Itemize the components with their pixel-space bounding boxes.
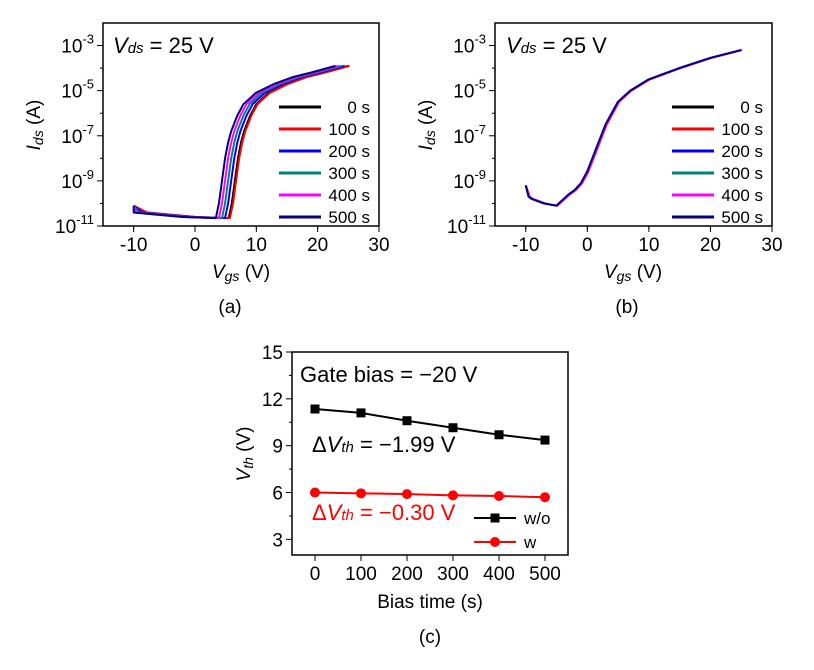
y-tick-label: 6 (272, 484, 283, 505)
y-tick-label: 12 (262, 390, 283, 411)
x-tick-label: 30 (761, 235, 782, 256)
legend-a: 0 s 100 s 200 s 300 s 400 s 500 s (279, 98, 370, 227)
x-tick-label: 10 (246, 235, 267, 256)
y-tick-label: 3 (272, 530, 283, 551)
axes-ticks-c: 0 100 200 300 400 500 3 6 9 12 15 (262, 343, 561, 585)
y-tick-label: 10-5 (453, 77, 486, 103)
series-line-wo (314, 407, 546, 442)
legend-label: 400 s (721, 186, 763, 205)
panel-a: -10 0 10 20 30 10-11 10-9 10-7 10-5 10-3 0 s 100 s… (24, 22, 390, 318)
delta-vth-label-wo: ΔVth = −1.99 V (312, 432, 456, 457)
y-tick-label: 10-3 (453, 32, 486, 58)
axes-ticks-b: -10 0 10 20 30 10-11 10-9 10-7 10-5 10-3 (447, 32, 783, 256)
series-lines-b (524, 49, 743, 207)
x-tick-label: 100 (345, 564, 377, 585)
y-tick-label: 15 (262, 343, 283, 364)
panel-c: 0 100 200 300 400 500 3 6 9 12 15 w/o w Gate bias =… (234, 343, 569, 648)
data-point-wo (356, 408, 366, 418)
legend-label: 100 s (328, 120, 370, 139)
x-tick-label: 0 (190, 235, 201, 256)
legend-b: 0 s 100 s 200 s 300 s 400 s 500 s (672, 98, 763, 227)
x-tick-label: 200 (391, 564, 423, 585)
plot-frame-b (494, 22, 773, 227)
x-tick-label: -10 (512, 235, 539, 256)
y-axis-label-b: Ids (A) (416, 100, 438, 151)
x-tick-label: 20 (307, 235, 328, 256)
legend-label: 500 s (328, 208, 370, 227)
caption-c: (c) (419, 627, 441, 648)
legend-marker-square (490, 513, 500, 523)
series-lines-c (310, 404, 550, 503)
legend-label: 400 s (328, 186, 370, 205)
x-tick-label: 0 (582, 235, 593, 256)
axes-ticks-a: -10 0 10 20 30 10-11 10-9 10-7 10-5 10-3 (55, 32, 390, 256)
data-point-wo (310, 404, 320, 414)
series-line-w (314, 491, 546, 499)
y-tick-label: 9 (272, 437, 283, 458)
legend-label: 100 s (721, 120, 763, 139)
annotation-vds-a: Vds = 25 V (113, 33, 214, 58)
legend-label: 300 s (721, 164, 763, 183)
legend-marker-circle (490, 537, 500, 547)
delta-vth-label-w: ΔVth = −0.30 V (312, 500, 456, 525)
x-tick-label: 400 (483, 564, 515, 585)
data-point-w (402, 489, 412, 500)
y-axis-label-a: Ids (A) (24, 100, 46, 151)
data-point-wo (402, 416, 412, 426)
y-tick-label: 10-11 (447, 212, 486, 238)
x-axis-label-c: Bias time (s) (377, 592, 483, 613)
legend-label: 0 s (740, 98, 763, 117)
data-point-w (540, 492, 550, 503)
panel-b: -10 0 10 20 30 10-11 10-9 10-7 10-5 10-3 0 s 100 s… (416, 22, 783, 318)
x-tick-label: 0 (310, 564, 321, 585)
y-tick-label: 10-7 (453, 122, 486, 148)
series-line-500s (132, 64, 336, 220)
data-point-w (356, 488, 366, 499)
x-axis-label-b: Vgs (V) (604, 262, 662, 284)
x-tick-label: 20 (700, 235, 721, 256)
data-point-w (494, 490, 504, 501)
series-lines-a (132, 64, 350, 220)
data-point-w (448, 490, 458, 501)
data-point-wo (448, 423, 458, 433)
data-point-wo (540, 435, 550, 445)
y-tick-label: 10-9 (453, 167, 486, 193)
x-tick-label: -10 (120, 235, 147, 256)
series-line-500s (524, 49, 742, 207)
legend-label: w (523, 533, 537, 552)
x-tick-label: 300 (437, 564, 469, 585)
y-tick-label: 10-9 (61, 167, 94, 193)
data-point-w (310, 487, 320, 498)
annotation-vds-b: Vds = 25 V (506, 33, 607, 58)
x-tick-label: 30 (368, 235, 389, 256)
plot-frame-c (291, 351, 569, 556)
y-tick-label: 10-3 (61, 32, 94, 58)
x-tick-label: 500 (529, 564, 561, 585)
annotation-gate-bias: Gate bias = −20 V (300, 362, 478, 387)
legend-label: 200 s (721, 142, 763, 161)
legend-label: w/o (523, 509, 550, 528)
caption-a: (a) (218, 297, 241, 318)
legend-label: 200 s (328, 142, 370, 161)
caption-b: (b) (615, 297, 638, 318)
legend-label: 500 s (721, 208, 763, 227)
x-tick-label: 10 (638, 235, 659, 256)
plot-frame-a (102, 22, 380, 227)
y-tick-label: 10-11 (55, 212, 94, 238)
y-tick-label: 10-5 (61, 77, 94, 103)
x-axis-label-a: Vgs (V) (212, 262, 270, 284)
data-point-wo (494, 430, 504, 440)
legend-c: w/o w (474, 509, 550, 552)
y-axis-label-c: Vth (V) (234, 427, 256, 482)
legend-label: 0 s (347, 98, 370, 117)
y-tick-label: 10-7 (61, 122, 94, 148)
legend-label: 300 s (328, 164, 370, 183)
